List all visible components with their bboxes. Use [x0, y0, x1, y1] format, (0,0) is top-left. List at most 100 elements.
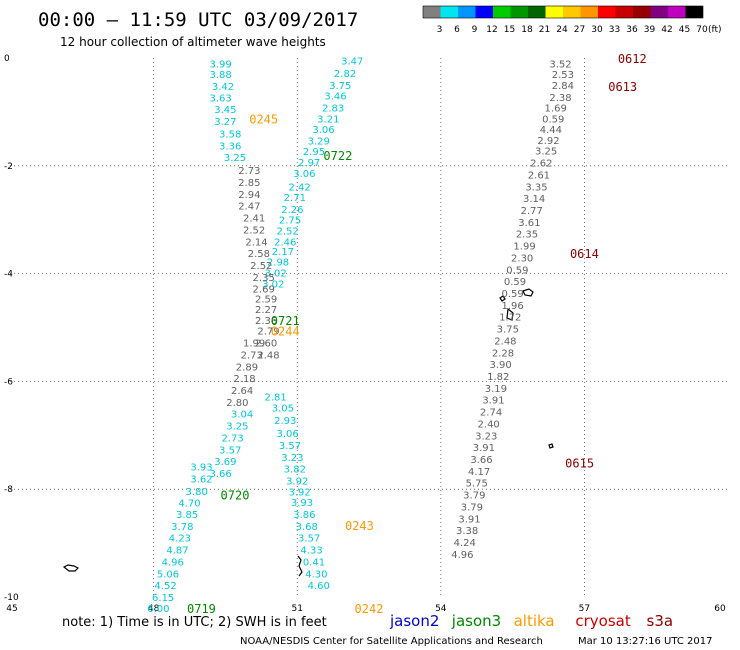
- data-label-jason2: 3.63: [209, 93, 231, 104]
- data-label-cryosat: 2.58: [248, 249, 270, 260]
- colorbar-swatch: [423, 6, 441, 18]
- data-label-cryosat: 2.73: [238, 166, 260, 177]
- data-label-s3a: 4.96: [451, 550, 473, 561]
- colorbar-label: 45: [679, 25, 690, 35]
- data-label-cryosat: 2.85: [238, 178, 260, 189]
- data-label-jason3: 2.73: [221, 433, 243, 444]
- data-label-jason2: 6.15: [152, 593, 174, 604]
- data-label-jason2: 6.00: [147, 604, 169, 615]
- data-label-jason2: 3.93: [190, 463, 212, 474]
- colorbar-swatch: [685, 6, 703, 18]
- coastline-fragment: [548, 443, 554, 449]
- data-label-cryosat: 2.80: [226, 398, 248, 409]
- coastline-fragment: [297, 555, 303, 577]
- y-tick-label: -4: [4, 270, 13, 280]
- data-label-s3a: 3.79: [461, 502, 483, 513]
- data-label-altika: 2.75: [279, 216, 301, 227]
- data-label-s3a: 2.53: [552, 70, 574, 81]
- data-label-jason2: 3.27: [214, 117, 236, 128]
- data-label-jason2: 3.88: [209, 70, 231, 81]
- data-label-altika: 2.98: [267, 258, 289, 269]
- data-label-jason2: 3.25: [224, 153, 246, 164]
- time-annotation: 0614: [570, 247, 599, 261]
- data-label-s3a: 2.30: [511, 253, 533, 264]
- data-label-s3a: 3.66: [470, 455, 492, 466]
- x-tick-label: 57: [579, 604, 590, 614]
- colorbar-label: 42: [661, 25, 672, 35]
- data-label-s3a: 3.91: [458, 514, 480, 525]
- y-tick-label: -2: [4, 162, 13, 172]
- data-label-jason2: 3.36: [219, 141, 241, 152]
- time-annotation: 0243: [345, 519, 374, 533]
- x-tick-label: 51: [291, 604, 302, 614]
- data-label-s3a: 4.17: [468, 467, 490, 478]
- data-label-s3a: 2.84: [552, 81, 574, 92]
- colorbar: 3 6 9 12 15 18 21 24 27 30 33 36 39 42 45 70 (ft): [422, 5, 722, 35]
- coastline-fragment: [62, 564, 80, 572]
- data-label-s3a: 2.48: [494, 336, 516, 347]
- x-tick-label: 45: [6, 604, 17, 614]
- page-title: 00:00 — 11:59 UTC 03/09/2017: [38, 9, 358, 31]
- data-label-altika: 2.46: [274, 237, 296, 248]
- colorbar-label: 36: [626, 25, 638, 35]
- data-label-cryosat: 1.99: [243, 339, 265, 350]
- legend-altika: altika: [514, 612, 555, 630]
- time-annotation: 0719: [187, 602, 216, 616]
- data-label-s3a: 3.90: [490, 360, 512, 371]
- time-annotation: 0613: [608, 80, 637, 94]
- colorbar-label: 27: [574, 25, 585, 35]
- data-label-cryosat: 2.35: [253, 273, 275, 284]
- data-label-cryosat: 2.59: [255, 294, 277, 305]
- coastline-fragment: [522, 288, 534, 297]
- data-label-altika: 2.82: [334, 69, 356, 80]
- colorbar-swatch: [598, 6, 616, 18]
- colorbar-swatch: [615, 6, 633, 18]
- data-label-altika: 3.86: [293, 510, 315, 521]
- data-label-jason2: 3.62: [190, 474, 212, 485]
- data-label-s3a: 2.62: [530, 159, 552, 170]
- data-label-s3a: 5.75: [466, 479, 488, 490]
- data-label-s3a: 0.59: [504, 277, 526, 288]
- data-label-jason2: 3.42: [212, 82, 234, 93]
- data-label-altika: 3.46: [324, 92, 346, 103]
- data-label-altika: 3.93: [291, 498, 313, 509]
- colorbar-label: 15: [504, 25, 515, 35]
- data-label-jason2: 3.80: [186, 487, 208, 498]
- data-label-altika: 3.21: [317, 114, 339, 125]
- data-label-altika: 0.41: [303, 557, 325, 568]
- x-tick-label: 54: [435, 604, 447, 614]
- data-label-jason2: 3.99: [209, 59, 231, 70]
- colorbar-swatch: [563, 6, 581, 18]
- colorbar-swatch: [528, 6, 546, 18]
- data-label-altika: 2.17: [272, 247, 294, 258]
- colorbar-swatch: [440, 6, 458, 18]
- data-label-jason2: 3.58: [219, 129, 241, 140]
- plot-area: 45 48 51 54 57 60 0 -2 -4 -6 -8 -10 3.993.883.423.63…: [4, 52, 728, 616]
- footer-credit: NOAA/NESDIS Center for Satellite Applica…: [240, 636, 543, 647]
- time-annotation: 0612: [618, 52, 647, 66]
- colorbar-label: 30: [591, 25, 603, 35]
- colorbar-label: 12: [486, 25, 497, 35]
- data-label-jason3: 3.66: [209, 469, 231, 480]
- time-annotation: 0615: [565, 456, 594, 470]
- legend-jason3: jason3: [451, 612, 501, 630]
- data-label-jason3: 3.57: [219, 445, 241, 456]
- data-label-jason3: 3.69: [214, 457, 236, 468]
- data-label-s3a: 0.59: [501, 289, 523, 300]
- footer-note: note: 1) Time is in UTC; 2) SWH is in fe…: [62, 615, 327, 630]
- data-label-altika: 3.92: [286, 477, 308, 488]
- data-label-cryosat: 2.27: [255, 305, 277, 316]
- time-annotation: 0242: [355, 602, 384, 616]
- data-label-altika: 3.02: [262, 279, 284, 290]
- colorbar-label: 18: [521, 25, 533, 35]
- data-label-cryosat: 2.73: [241, 350, 263, 361]
- data-label-jason2: 3.45: [214, 105, 236, 116]
- colorbar-swatch: [510, 6, 528, 18]
- data-label-s3a: 2.77: [521, 206, 543, 217]
- legend: jason2 jason3 altika cryosat s3a: [389, 612, 673, 630]
- data-label-altika: 3.92: [288, 487, 310, 498]
- data-label-s3a: 2.35: [516, 230, 538, 241]
- data-label-altika: 3.47: [341, 57, 363, 68]
- data-label-s3a: 1.69: [545, 104, 567, 115]
- data-label-jason2: 4.52: [154, 581, 176, 592]
